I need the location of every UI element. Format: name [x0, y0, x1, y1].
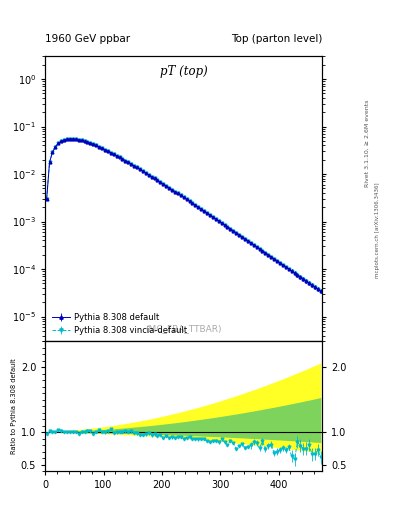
Text: (MC_FBA_TTBAR): (MC_FBA_TTBAR) [145, 324, 222, 333]
Text: mcplots.cern.ch [arXiv:1306.3436]: mcplots.cern.ch [arXiv:1306.3436] [375, 183, 380, 278]
Text: 1960 GeV ppbar: 1960 GeV ppbar [45, 33, 130, 44]
Text: Top (parton level): Top (parton level) [231, 33, 322, 44]
Text: Rivet 3.1.10, ≥ 2.6M events: Rivet 3.1.10, ≥ 2.6M events [365, 100, 370, 187]
Text: pT (top): pT (top) [160, 65, 208, 78]
Legend: Pythia 8.308 default, Pythia 8.308 vincia-default: Pythia 8.308 default, Pythia 8.308 vinci… [50, 310, 190, 337]
Y-axis label: Ratio to Pythia 8.308 default: Ratio to Pythia 8.308 default [11, 358, 17, 454]
